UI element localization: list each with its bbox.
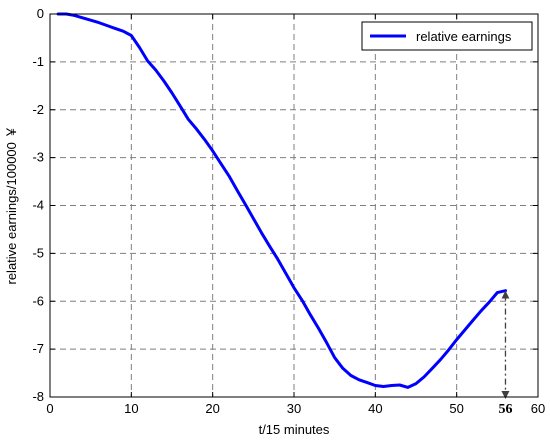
legend-entry-label: relative earnings bbox=[416, 29, 512, 44]
annotation-layer: 56 bbox=[498, 290, 512, 417]
y-tick-label: -2 bbox=[32, 102, 44, 117]
y-tick-label: -4 bbox=[32, 198, 44, 213]
y-tick-label: -8 bbox=[32, 389, 44, 404]
y-tick-label: -7 bbox=[32, 341, 44, 356]
x-tick-label: 20 bbox=[205, 401, 219, 416]
x-axis-label: t/15 minutes bbox=[259, 422, 330, 437]
y-tick-label: -6 bbox=[32, 293, 44, 308]
y-tick-label: -5 bbox=[32, 245, 44, 260]
y-axis-label: relative earnings/100000 ￥ bbox=[4, 126, 19, 285]
legend: relative earnings bbox=[361, 21, 533, 51]
x-tick-label: 50 bbox=[449, 401, 463, 416]
series-layer bbox=[56, 12, 507, 389]
axis-ticks: 0 10 20 30 40 50 60 0 -1 -2 -3 -4 -5 -6 -7 -8 bbox=[32, 6, 545, 416]
x-tick-label: 60 bbox=[531, 401, 545, 416]
grid-lines bbox=[50, 14, 538, 397]
annotation-label: 56 bbox=[498, 402, 512, 417]
x-tick-label: 10 bbox=[124, 401, 138, 416]
y-tick-label: -1 bbox=[32, 54, 44, 69]
x-tick-label: 40 bbox=[368, 401, 382, 416]
series-line-relative-earnings bbox=[56, 12, 507, 389]
y-tick-label: 0 bbox=[37, 6, 44, 21]
x-tick-label: 0 bbox=[46, 401, 53, 416]
y-tick-label: -3 bbox=[32, 150, 44, 165]
x-tick-label: 30 bbox=[287, 401, 301, 416]
